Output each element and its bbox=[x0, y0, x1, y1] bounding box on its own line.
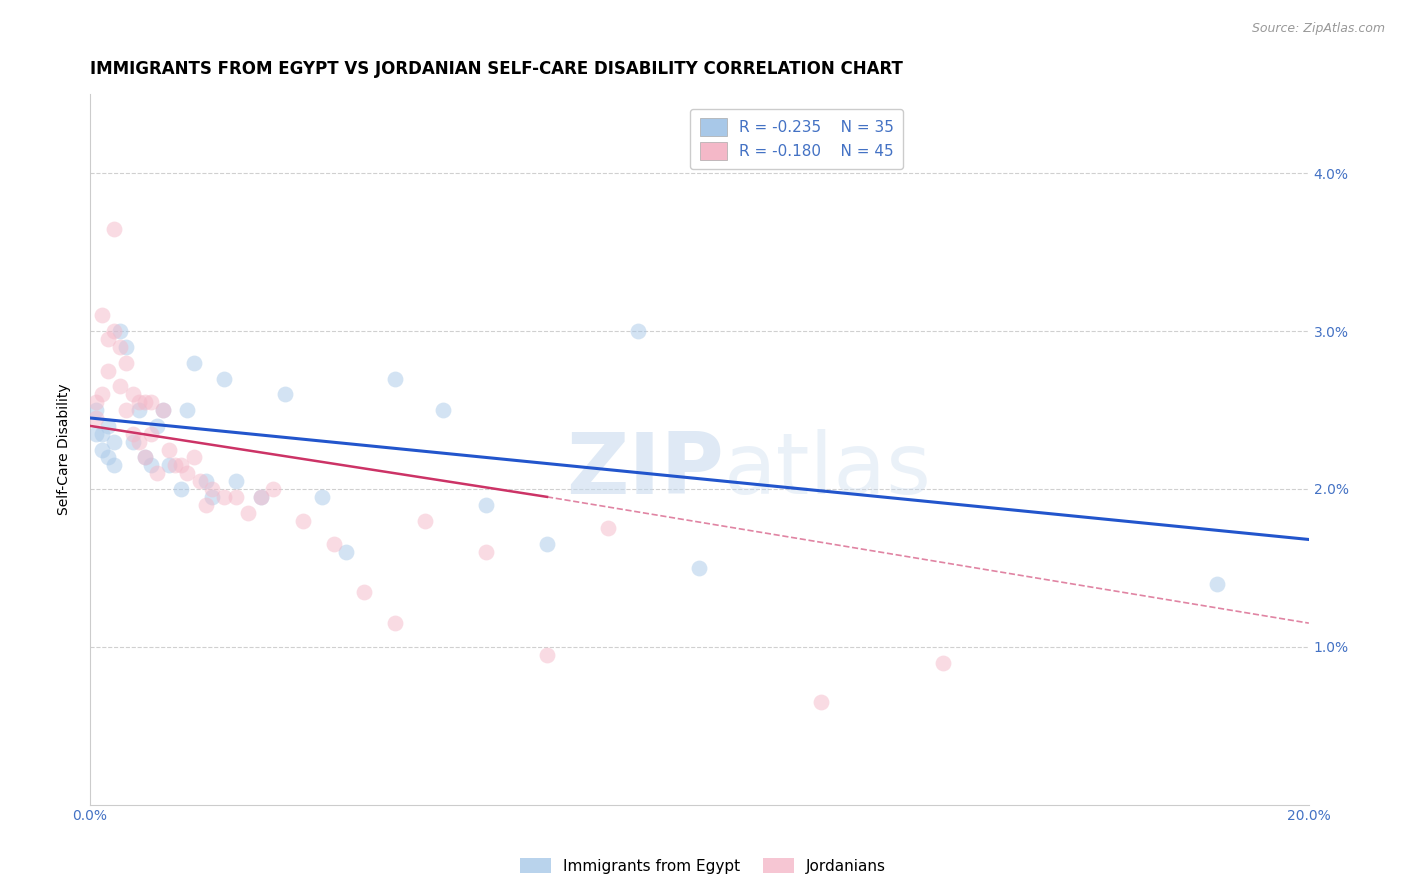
Point bbox=[152, 403, 174, 417]
Point bbox=[134, 450, 156, 465]
Point bbox=[475, 498, 498, 512]
Point bbox=[84, 411, 107, 425]
Point bbox=[146, 466, 169, 480]
Point bbox=[121, 387, 143, 401]
Point bbox=[413, 514, 436, 528]
Point bbox=[157, 458, 180, 473]
Point bbox=[311, 490, 333, 504]
Point bbox=[225, 490, 247, 504]
Point bbox=[353, 584, 375, 599]
Point bbox=[596, 521, 619, 535]
Point bbox=[183, 450, 205, 465]
Point bbox=[103, 458, 125, 473]
Point bbox=[97, 450, 120, 465]
Point bbox=[84, 403, 107, 417]
Point bbox=[134, 450, 156, 465]
Point bbox=[84, 426, 107, 441]
Point bbox=[110, 340, 132, 354]
Point bbox=[97, 363, 120, 377]
Point bbox=[157, 442, 180, 457]
Point bbox=[115, 356, 138, 370]
Point bbox=[97, 418, 120, 433]
Point bbox=[188, 474, 211, 488]
Point bbox=[194, 474, 217, 488]
Point bbox=[384, 616, 406, 631]
Point bbox=[103, 324, 125, 338]
Point bbox=[475, 545, 498, 559]
Point bbox=[110, 324, 132, 338]
Point bbox=[238, 506, 260, 520]
Point bbox=[536, 648, 558, 662]
Point bbox=[335, 545, 357, 559]
Point bbox=[139, 426, 162, 441]
Point bbox=[1206, 576, 1229, 591]
Point bbox=[91, 387, 114, 401]
Y-axis label: Self-Care Disability: Self-Care Disability bbox=[58, 384, 72, 516]
Point bbox=[115, 340, 138, 354]
Point bbox=[225, 474, 247, 488]
Legend: R = -0.235    N = 35, R = -0.180    N = 45: R = -0.235 N = 35, R = -0.180 N = 45 bbox=[690, 109, 904, 169]
Legend: Immigrants from Egypt, Jordanians: Immigrants from Egypt, Jordanians bbox=[515, 852, 891, 880]
Point bbox=[201, 482, 224, 496]
Point bbox=[84, 395, 107, 409]
Point bbox=[183, 356, 205, 370]
Point bbox=[110, 379, 132, 393]
Point bbox=[322, 537, 344, 551]
Point bbox=[91, 309, 114, 323]
Point bbox=[384, 371, 406, 385]
Point bbox=[128, 395, 150, 409]
Point bbox=[432, 403, 454, 417]
Point bbox=[139, 458, 162, 473]
Point bbox=[212, 490, 235, 504]
Point bbox=[176, 403, 198, 417]
Point bbox=[103, 221, 125, 235]
Point bbox=[249, 490, 271, 504]
Point bbox=[627, 324, 650, 338]
Point bbox=[121, 426, 143, 441]
Point bbox=[201, 490, 224, 504]
Point bbox=[165, 458, 187, 473]
Point bbox=[292, 514, 315, 528]
Text: atlas: atlas bbox=[724, 429, 932, 512]
Point bbox=[134, 395, 156, 409]
Point bbox=[97, 332, 120, 346]
Point bbox=[536, 537, 558, 551]
Point bbox=[115, 403, 138, 417]
Point bbox=[152, 403, 174, 417]
Point bbox=[170, 482, 193, 496]
Point bbox=[146, 418, 169, 433]
Point bbox=[103, 434, 125, 449]
Point bbox=[249, 490, 271, 504]
Point bbox=[128, 403, 150, 417]
Text: IMMIGRANTS FROM EGYPT VS JORDANIAN SELF-CARE DISABILITY CORRELATION CHART: IMMIGRANTS FROM EGYPT VS JORDANIAN SELF-… bbox=[90, 60, 903, 78]
Point bbox=[810, 695, 832, 709]
Point bbox=[176, 466, 198, 480]
Point bbox=[139, 395, 162, 409]
Point bbox=[91, 442, 114, 457]
Point bbox=[91, 426, 114, 441]
Point bbox=[128, 434, 150, 449]
Text: Source: ZipAtlas.com: Source: ZipAtlas.com bbox=[1251, 22, 1385, 36]
Point bbox=[274, 387, 297, 401]
Point bbox=[194, 498, 217, 512]
Text: ZIP: ZIP bbox=[567, 429, 724, 512]
Point bbox=[170, 458, 193, 473]
Point bbox=[688, 561, 710, 575]
Point bbox=[262, 482, 284, 496]
Point bbox=[121, 434, 143, 449]
Point bbox=[212, 371, 235, 385]
Point bbox=[932, 656, 955, 670]
